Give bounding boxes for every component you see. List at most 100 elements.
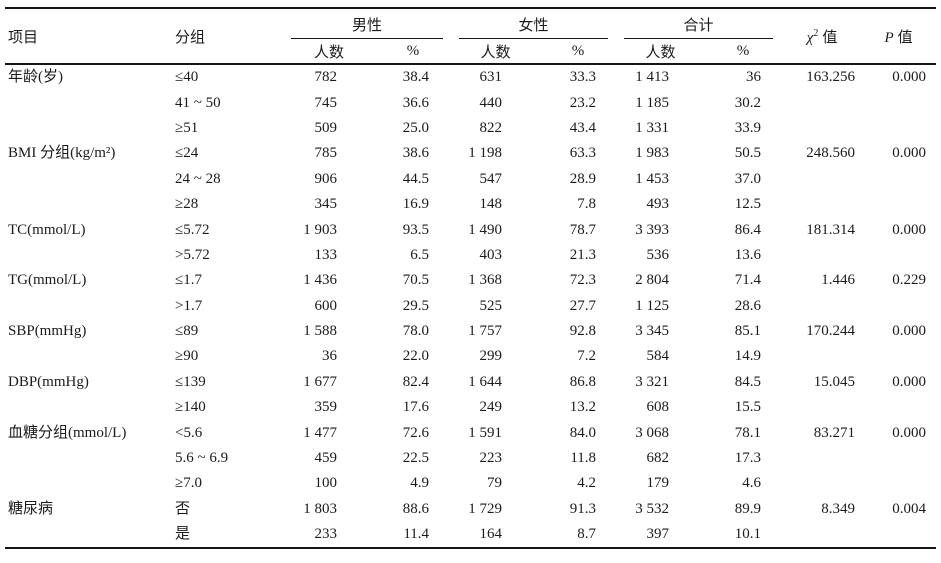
cell-total-percent: 36	[746, 69, 762, 86]
cell-female-percent: 28.9	[569, 170, 597, 187]
cell-group-label: >5.72	[175, 246, 210, 263]
table-row: 糖尿病 否 1 803 88.6 1 729 91.3 3 532 89.9 8…	[5, 497, 936, 522]
cell-item-label	[5, 167, 165, 192]
cell-total-count: 3 321	[635, 373, 670, 390]
table-row: ≥7.0 100 4.9 79 4.2 179 4.6	[5, 471, 936, 496]
cell-chi-square-value: 248.560	[806, 145, 856, 162]
cell-chi-square-value: 181.314	[806, 221, 856, 238]
cell-female-count: 1 591	[468, 424, 503, 441]
female-percent-header: %	[538, 39, 619, 65]
cell-female-count: 631	[479, 69, 503, 86]
cell-total-percent: 4.6	[742, 475, 762, 492]
cell-female-count: 223	[479, 450, 503, 467]
cell-total-percent: 50.5	[734, 145, 762, 162]
cell-total-count: 3 068	[635, 424, 670, 441]
cell-p-value	[861, 294, 936, 319]
cell-item-label	[5, 522, 165, 548]
total-group-label: 合计	[624, 14, 774, 39]
cell-female-percent: 84.0	[569, 424, 597, 441]
cell-group-label: ≤5.72	[175, 221, 210, 238]
cell-female-count: 1 198	[468, 145, 503, 162]
cell-total-percent: 17.3	[734, 450, 762, 467]
total-count-header: 人数	[618, 39, 704, 65]
cell-p-value	[861, 192, 936, 217]
cell-total-count: 1 413	[635, 69, 670, 86]
cell-item-label	[5, 192, 165, 217]
table-row: DBP(mmHg) ≤139 1 677 82.4 1 644 86.8 3 3…	[5, 370, 936, 395]
cell-total-count: 179	[646, 475, 670, 492]
cell-group-label: ≥51	[175, 119, 199, 136]
cell-p-value: 0.004	[892, 500, 927, 517]
cell-male-percent: 29.5	[402, 297, 430, 314]
cell-total-count: 397	[646, 526, 670, 543]
cell-male-count: 359	[314, 399, 338, 416]
cell-male-percent: 38.6	[402, 145, 430, 162]
cell-group-label: ≤1.7	[175, 272, 202, 289]
cell-total-percent: 84.5	[734, 373, 762, 390]
cell-male-count: 1 803	[303, 500, 337, 517]
cell-chi-square-value: 170.244	[806, 323, 856, 340]
cell-female-percent: 78.7	[569, 221, 597, 238]
cell-male-count: 233	[314, 526, 338, 543]
cell-male-percent: 72.6	[402, 424, 430, 441]
cell-female-percent: 72.3	[569, 272, 597, 289]
cell-female-count: 148	[479, 196, 503, 213]
cell-item-label	[5, 395, 165, 420]
cell-female-percent: 8.7	[577, 526, 597, 543]
cell-male-percent: 4.9	[410, 475, 430, 492]
cell-item-label: SBP(mmHg)	[8, 323, 87, 340]
cell-total-percent: 89.9	[734, 500, 762, 517]
cell-male-count: 1 477	[303, 424, 337, 441]
cell-group-label: ≤40	[175, 69, 199, 86]
cell-p-value	[861, 344, 936, 369]
cell-p-value	[861, 116, 936, 141]
cell-item-label	[5, 446, 165, 471]
cell-item-label	[5, 471, 165, 496]
chi-symbol: χ	[806, 29, 814, 46]
cell-female-count: 249	[479, 399, 503, 416]
table-row: TC(mmol/L) ≤5.72 1 903 93.5 1 490 78.7 3…	[5, 217, 936, 242]
cell-total-percent: 85.1	[734, 323, 762, 340]
cell-chi-square-value	[783, 167, 861, 192]
cell-item-label: 糖尿病	[8, 500, 54, 517]
cell-male-count: 1 903	[303, 221, 337, 238]
cell-male-count: 459	[314, 450, 338, 467]
cell-item-label	[5, 116, 165, 141]
cell-total-count: 1 185	[635, 94, 670, 111]
cell-p-value: 0.000	[892, 69, 927, 86]
cell-chi-square-value: 83.271	[813, 424, 856, 441]
column-header-item: 项目	[5, 8, 165, 65]
cell-chi-square-value	[783, 243, 861, 268]
cell-male-count: 600	[314, 297, 338, 314]
table-row: ≥28 345 16.9 148 7.8 493 12.5	[5, 192, 936, 217]
cell-total-count: 3 393	[635, 221, 670, 238]
cell-female-percent: 13.2	[569, 399, 597, 416]
cell-group-label: >1.7	[175, 297, 203, 314]
cell-male-count: 1 588	[303, 323, 337, 340]
cell-group-label: ≤139	[175, 373, 206, 390]
female-group-label: 女性	[459, 14, 609, 39]
cell-female-percent: 27.7	[569, 297, 597, 314]
cell-total-count: 584	[646, 348, 670, 365]
cell-group-label: ≤24	[175, 145, 199, 162]
cell-male-percent: 78.0	[402, 323, 430, 340]
cell-total-count: 1 331	[635, 119, 670, 136]
cell-item-label	[5, 344, 165, 369]
cell-female-percent: 92.8	[569, 323, 597, 340]
cell-female-count: 79	[487, 475, 503, 492]
cell-item-label: DBP(mmHg)	[8, 373, 89, 390]
cell-total-count: 1 453	[635, 170, 670, 187]
cell-female-percent: 91.3	[569, 500, 597, 517]
cell-total-count: 1 983	[635, 145, 670, 162]
cell-total-count: 1 125	[635, 297, 670, 314]
cell-chi-square-value	[783, 522, 861, 548]
cell-total-percent: 86.4	[734, 221, 762, 238]
cell-female-percent: 23.2	[569, 94, 597, 111]
chi-superscript: 2	[813, 27, 819, 39]
cell-male-percent: 11.4	[403, 526, 430, 543]
cell-male-percent: 36.6	[402, 94, 430, 111]
cell-chi-square-value: 8.349	[821, 500, 856, 517]
cell-p-value	[861, 395, 936, 420]
cell-chi-square-value	[783, 116, 861, 141]
